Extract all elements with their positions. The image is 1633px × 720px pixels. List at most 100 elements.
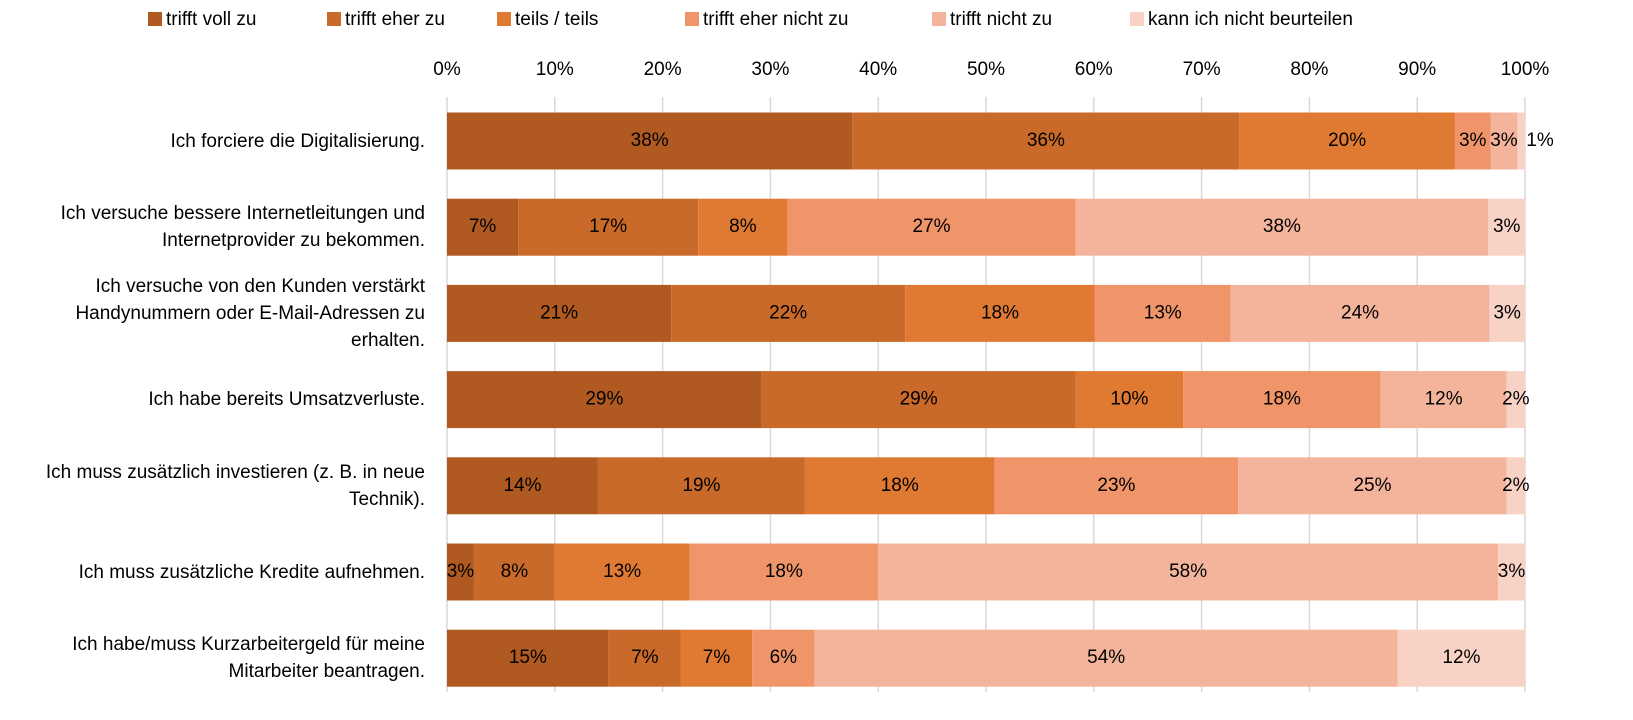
data-label: 3% (1459, 130, 1487, 151)
legend-swatch (497, 12, 511, 26)
data-label: 36% (1027, 130, 1065, 151)
bar-segment (608, 629, 681, 687)
category-label: Ich habe/muss Kurzarbeitergeld für meine… (72, 634, 425, 683)
data-label: 29% (585, 389, 623, 410)
data-label: 3% (1493, 302, 1521, 323)
data-label: 15% (509, 647, 547, 668)
bar-segment (689, 543, 879, 601)
data-label: 1% (1526, 130, 1554, 151)
bar-segment (1506, 457, 1525, 515)
data-label: 17% (589, 216, 627, 237)
bar-segment (787, 198, 1076, 256)
x-tick-label: 70% (1183, 59, 1221, 80)
data-label: 38% (1263, 216, 1301, 237)
x-tick-label: 30% (751, 59, 789, 80)
data-label: 24% (1341, 302, 1379, 323)
data-label: 13% (603, 561, 641, 582)
bar-segment (518, 198, 699, 256)
bar-segment (994, 457, 1239, 515)
category-label: Ich habe bereits Umsatzverluste. (148, 389, 425, 411)
legend-label: teils / teils (515, 9, 598, 30)
x-tick-label: 100% (1501, 59, 1550, 80)
bar-segment (1489, 284, 1525, 342)
category-label: Ich muss zusätzliche Kredite aufnehmen. (78, 561, 425, 583)
data-label: 13% (1144, 302, 1182, 323)
category-label: Ich versuche bessere Internetleitungen u… (60, 203, 425, 252)
x-tick-label: 10% (536, 59, 574, 80)
data-label: 20% (1328, 130, 1366, 151)
legend-swatch (148, 12, 162, 26)
bar-segment (1183, 371, 1381, 429)
category-label: Ich versuche von den Kunden verstärkt Ha… (75, 275, 425, 351)
data-label: 3% (1498, 561, 1526, 582)
data-label: 18% (1263, 389, 1301, 410)
bar-segment (1230, 284, 1490, 342)
data-label: 23% (1097, 475, 1135, 496)
category-label: Ich forciere die Digitalisierung. (170, 130, 425, 152)
x-tick-label: 90% (1398, 59, 1436, 80)
data-label: 3% (447, 561, 475, 582)
bar-segment (447, 371, 762, 429)
data-label: 3% (1493, 216, 1521, 237)
data-label: 14% (503, 475, 541, 496)
bar-segment (1397, 629, 1525, 687)
x-tick-label: 40% (859, 59, 897, 80)
data-label: 6% (770, 647, 798, 668)
data-label: 29% (900, 389, 938, 410)
bar-segment (1498, 543, 1525, 601)
bar-segment (680, 629, 753, 687)
data-label: 8% (501, 561, 529, 582)
bar-segment (473, 543, 555, 601)
bar-segment (447, 284, 672, 342)
data-label: 7% (703, 647, 731, 668)
x-tick-label: 0% (433, 59, 461, 80)
data-label: 18% (981, 302, 1019, 323)
data-label: 12% (1442, 647, 1480, 668)
bar-segment (852, 112, 1240, 170)
bar-segment (447, 457, 598, 515)
data-label: 2% (1502, 389, 1530, 410)
bar-segment (1238, 457, 1507, 515)
bar-segment (554, 543, 690, 601)
data-label: 22% (769, 302, 807, 323)
bar-segment (698, 198, 788, 256)
data-label: 18% (765, 561, 803, 582)
data-label: 8% (729, 216, 757, 237)
data-label: 3% (1490, 130, 1518, 151)
bar-segment (1517, 112, 1525, 170)
bar-segment (905, 284, 1095, 342)
x-tick-label: 20% (644, 59, 682, 80)
data-label: 7% (631, 647, 659, 668)
bar-segment (752, 629, 815, 687)
legend-label: trifft eher zu (345, 9, 445, 30)
legend-label: trifft nicht zu (950, 9, 1052, 30)
bar-segment (878, 543, 1499, 601)
data-label: 7% (469, 216, 497, 237)
legend-label: trifft eher nicht zu (703, 9, 848, 30)
bar-segment (804, 457, 995, 515)
legend-label: trifft voll zu (166, 9, 256, 30)
bar-segment (1506, 371, 1525, 429)
legend-swatch (685, 12, 699, 26)
data-label: 25% (1353, 475, 1391, 496)
bar-segment (447, 543, 474, 601)
bar-segment (447, 629, 609, 687)
x-tick-label: 60% (1075, 59, 1113, 80)
data-label: 12% (1425, 389, 1463, 410)
bar-segment (1094, 284, 1231, 342)
data-label: 54% (1087, 647, 1125, 668)
legend-swatch (932, 12, 946, 26)
data-label: 2% (1502, 475, 1530, 496)
bar-segment (1075, 198, 1489, 256)
legend-label: kann ich nicht beurteilen (1148, 9, 1353, 30)
data-label: 10% (1110, 389, 1148, 410)
data-label: 27% (913, 216, 951, 237)
x-tick-label: 80% (1290, 59, 1328, 80)
x-tick-label: 50% (967, 59, 1005, 80)
data-label: 19% (682, 475, 720, 496)
bar-segment (597, 457, 805, 515)
bar-segment (447, 198, 519, 256)
bar-segment (447, 112, 853, 170)
